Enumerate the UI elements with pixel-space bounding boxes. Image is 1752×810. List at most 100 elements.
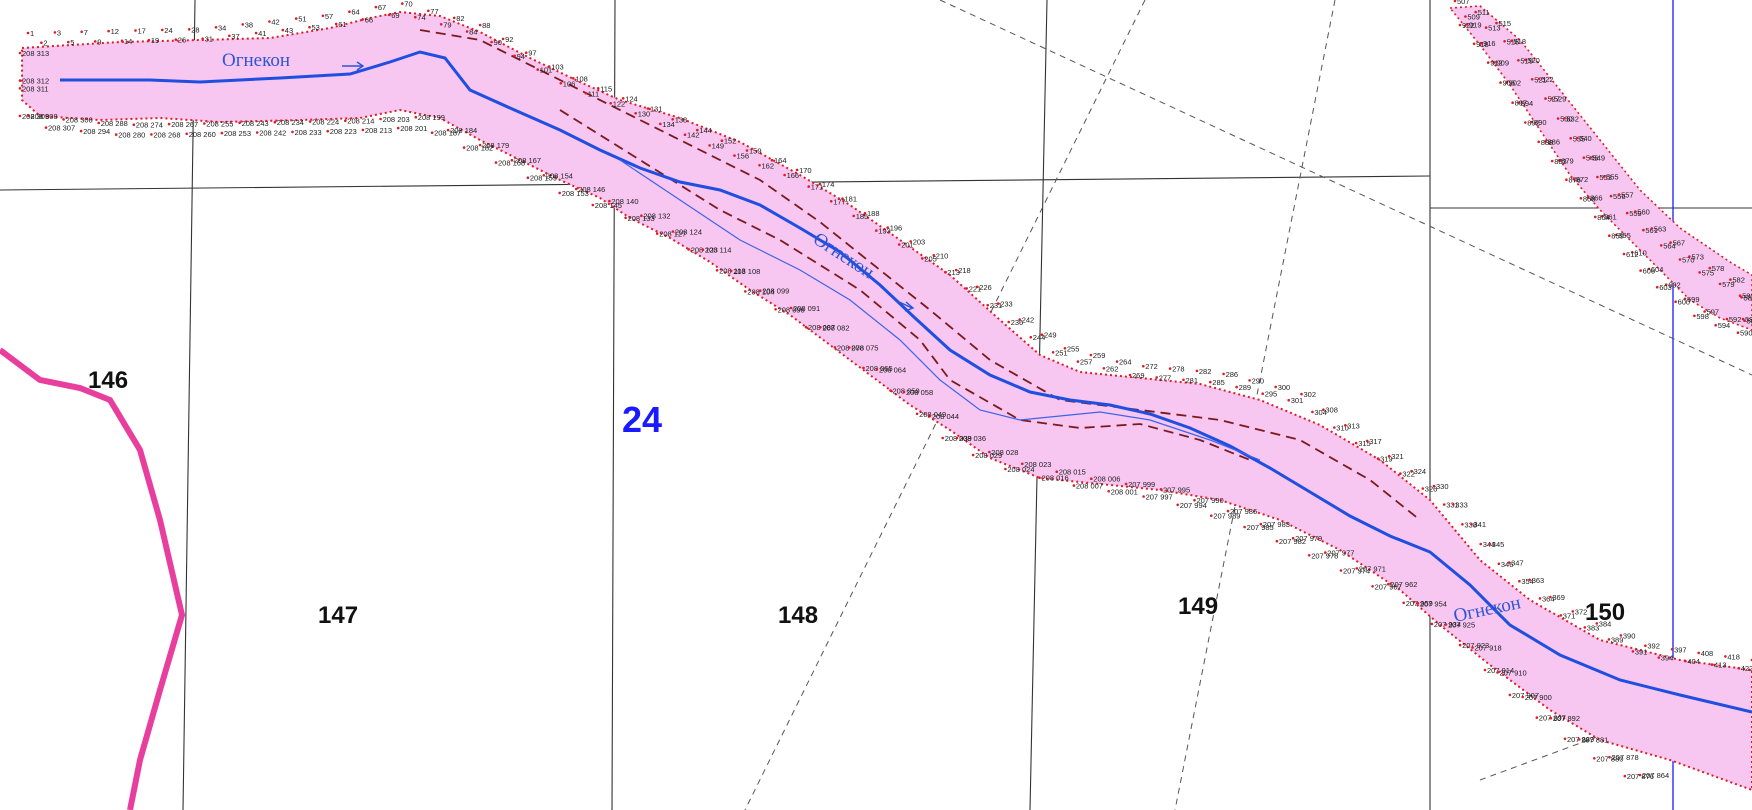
point-number-label: 598 [1696,312,1709,321]
survey-point-marker [1569,137,1572,140]
survey-point-marker [238,121,241,125]
point-number-label: 208 313 [22,49,49,58]
survey-point-marker [624,216,627,220]
point-number-label: 14 [124,37,132,46]
point-number-label: 208 154 [546,171,573,180]
point-number-label: 88 [482,21,490,30]
quarter-149-label[interactable]: 149 [1178,593,1218,620]
point-number-label: 152 [724,137,737,146]
point-number-label: 610 [1634,248,1647,257]
point-number-label: 208 015 [1059,468,1086,477]
survey-point-marker [1650,227,1654,230]
survey-point-marker [1625,211,1629,215]
survey-point-marker [1072,484,1076,487]
survey-point-marker [465,30,469,33]
survey-point-marker [1565,178,1568,181]
survey-point-marker [1442,503,1446,506]
survey-point-marker [646,107,650,110]
quarter-147-label[interactable]: 147 [318,602,358,629]
survey-point-marker [1659,244,1663,247]
point-number-label: 249 [1044,331,1057,340]
survey-point-marker [1399,472,1402,475]
point-number-label: 886 [1548,137,1561,146]
point-number-label: 909 [1497,59,1510,68]
point-number-label: 302 [1304,390,1317,399]
point-number-label: 208 268 [153,130,180,139]
survey-point-marker [494,161,498,164]
survey-point-marker [1577,738,1581,741]
survey-point-marker [1004,467,1007,471]
point-number-label: 207 897 [1539,714,1566,723]
point-number-label: 511 [1478,8,1490,17]
survey-point-marker [18,114,22,118]
survey-point-marker [1572,177,1575,181]
point-number-label: 79 [443,20,451,29]
point-number-label: 255 [1067,344,1080,353]
survey-point-marker [1483,668,1487,672]
point-number-label: 278 [1172,365,1185,374]
point-number-label: 557 [1621,191,1634,200]
point-number-label: 208 267 [171,120,198,129]
survey-point-marker [1683,297,1687,301]
point-number-label: 159 [749,147,762,156]
point-number-label: 922 [1462,21,1475,30]
point-number-label: 397 [1674,645,1687,654]
survey-point-marker [214,26,218,29]
point-number-label: 333 [1455,500,1468,509]
survey-point-marker [1575,136,1579,140]
point-number-label: 208 082 [822,323,849,332]
point-number-label: 208 309 [22,112,49,121]
point-number-label: 185 [856,212,869,221]
point-number-label: 207 892 [1553,714,1580,723]
survey-point-marker [559,82,563,85]
point-number-label: 330 [1436,482,1449,491]
survey-point-marker [1544,97,1547,100]
quarter-150-label[interactable]: 150 [1585,599,1625,626]
point-number-label: 599 [1687,295,1700,304]
point-number-label: 213 [947,268,960,277]
point-number-label: 262 [1106,364,1119,373]
point-number-label: 208 187 [434,129,461,138]
point-number-label: 207 967 [1375,582,1402,591]
point-number-label: 604 [1651,265,1664,274]
survey-point-marker [1464,15,1467,18]
survey-point-marker [452,16,456,20]
survey-point-marker [414,115,418,119]
survey-point-marker [863,211,867,215]
point-number-label: 859 [1611,232,1624,241]
point-number-label: 208 029 [975,451,1002,460]
survey-point-marker [671,230,675,233]
survey-point-marker [1275,539,1279,543]
point-number-label: 208 312 [22,77,49,86]
survey-point-marker [27,114,30,118]
quarter-148-label[interactable]: 148 [778,602,818,629]
survey-point-marker [609,102,612,105]
survey-point-marker [1176,503,1179,507]
survey-point-marker [1510,39,1513,43]
survey-point-marker [1615,233,1618,237]
survey-point-marker [1452,503,1455,506]
survey-point-marker [291,130,294,134]
survey-point-marker [1063,347,1067,350]
survey-point-marker [1497,562,1501,566]
survey-point-marker [40,41,43,44]
survey-point-marker [1421,487,1425,490]
survey-point-marker [1538,597,1542,600]
survey-point-marker [1182,378,1185,382]
survey-point-marker [26,31,30,35]
survey-point-marker [93,40,97,43]
survey-point-marker [1461,523,1464,526]
point-number-label: 549 [1593,153,1606,162]
survey-point-marker [1655,285,1659,289]
survey-point-marker [875,368,879,371]
survey-point-marker [1300,392,1303,396]
point-number-label: 559 [1629,209,1642,218]
point-number-label: 208 099 [762,287,789,296]
quarter-146-label[interactable]: 146 [88,367,128,394]
survey-point-marker [1195,369,1199,373]
survey-point-marker [1595,622,1599,625]
survey-point-marker [1741,317,1745,321]
point-number-label: 322 [1402,470,1415,479]
